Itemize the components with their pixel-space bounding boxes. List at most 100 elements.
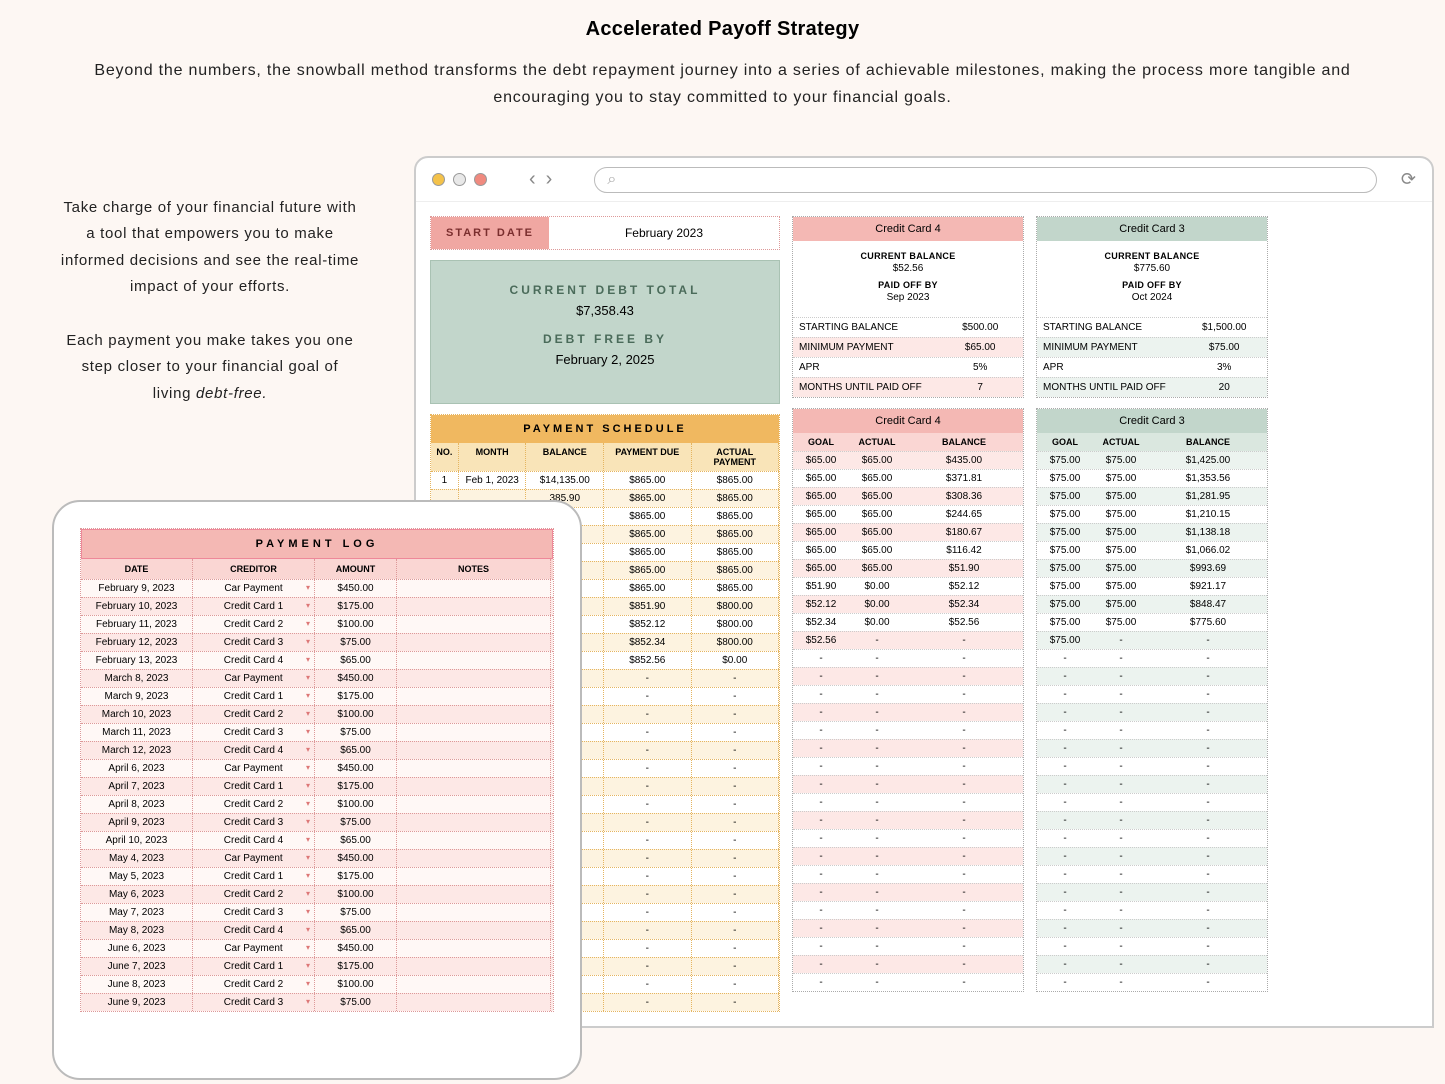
- cell[interactable]: -: [1037, 650, 1093, 667]
- pay-row[interactable]: $65.00$65.00$116.42: [793, 541, 1023, 559]
- log-amount[interactable]: $175.00: [315, 868, 397, 885]
- cell[interactable]: -: [793, 866, 849, 883]
- pay-row[interactable]: ---: [793, 955, 1023, 973]
- cell[interactable]: $65.00: [793, 452, 849, 469]
- cell[interactable]: $865.00: [604, 580, 691, 597]
- pay-row[interactable]: $75.00--: [1037, 631, 1267, 649]
- cell[interactable]: -: [1093, 632, 1149, 649]
- cell[interactable]: -: [849, 722, 905, 739]
- cell[interactable]: $65.00: [849, 470, 905, 487]
- cell[interactable]: -: [1037, 938, 1093, 955]
- pay-row[interactable]: $75.00$75.00$921.17: [1037, 577, 1267, 595]
- log-date[interactable]: February 12, 2023: [81, 634, 193, 651]
- pay-row[interactable]: $65.00$65.00$244.65: [793, 505, 1023, 523]
- cell[interactable]: $993.69: [1149, 560, 1267, 577]
- cell[interactable]: -: [1093, 974, 1149, 991]
- cell[interactable]: -: [793, 794, 849, 811]
- pay-row[interactable]: ---: [1037, 667, 1267, 685]
- log-notes[interactable]: [397, 742, 551, 759]
- log-amount[interactable]: $65.00: [315, 652, 397, 669]
- log-row[interactable]: April 7, 2023Credit Card 1$175.00: [81, 777, 553, 795]
- cell[interactable]: -: [849, 974, 905, 991]
- cell[interactable]: -: [1149, 938, 1267, 955]
- pay-row[interactable]: ---: [1037, 847, 1267, 865]
- pay-row[interactable]: $75.00$75.00$1,066.02: [1037, 541, 1267, 559]
- cell[interactable]: -: [1149, 722, 1267, 739]
- cell[interactable]: -: [849, 686, 905, 703]
- cell[interactable]: -: [905, 794, 1023, 811]
- log-row[interactable]: February 11, 2023Credit Card 2$100.00: [81, 615, 553, 633]
- pay-row[interactable]: $65.00$65.00$308.36: [793, 487, 1023, 505]
- cell[interactable]: $52.56: [793, 632, 849, 649]
- pay-row[interactable]: $65.00$65.00$371.81: [793, 469, 1023, 487]
- cell[interactable]: $865.00: [692, 580, 779, 597]
- cell[interactable]: $852.12: [604, 616, 691, 633]
- log-creditor-select[interactable]: Credit Card 4: [193, 922, 315, 939]
- cell[interactable]: -: [849, 866, 905, 883]
- log-date[interactable]: March 9, 2023: [81, 688, 193, 705]
- pay-row[interactable]: ---: [793, 901, 1023, 919]
- cell[interactable]: -: [1149, 650, 1267, 667]
- log-row[interactable]: March 12, 2023Credit Card 4$65.00: [81, 741, 553, 759]
- pay-row[interactable]: ---: [1037, 757, 1267, 775]
- log-creditor-select[interactable]: Car Payment: [193, 940, 315, 957]
- log-notes[interactable]: [397, 940, 551, 957]
- cell[interactable]: -: [692, 886, 779, 903]
- cell[interactable]: $75.00: [1037, 452, 1093, 469]
- cell[interactable]: -: [793, 758, 849, 775]
- pay-row[interactable]: ---: [1037, 739, 1267, 757]
- pay-row[interactable]: ---: [1037, 901, 1267, 919]
- log-amount[interactable]: $175.00: [315, 598, 397, 615]
- cell[interactable]: -: [692, 904, 779, 921]
- cell[interactable]: -: [905, 974, 1023, 991]
- cell[interactable]: -: [1149, 902, 1267, 919]
- cell[interactable]: -: [1093, 758, 1149, 775]
- pay-row[interactable]: ---: [793, 883, 1023, 901]
- cell[interactable]: -: [793, 902, 849, 919]
- cell[interactable]: -: [1093, 686, 1149, 703]
- cell[interactable]: -: [905, 830, 1023, 847]
- reload-icon[interactable]: ⟳: [1401, 169, 1416, 190]
- log-row[interactable]: April 8, 2023Credit Card 2$100.00: [81, 795, 553, 813]
- cell[interactable]: -: [1149, 776, 1267, 793]
- cell[interactable]: -: [692, 796, 779, 813]
- log-creditor-select[interactable]: Credit Card 4: [193, 742, 315, 759]
- log-date[interactable]: April 7, 2023: [81, 778, 193, 795]
- log-amount[interactable]: $175.00: [315, 778, 397, 795]
- cell[interactable]: -: [692, 742, 779, 759]
- cell[interactable]: -: [604, 976, 691, 993]
- cell[interactable]: -: [604, 850, 691, 867]
- pay-row[interactable]: ---: [1037, 721, 1267, 739]
- cell[interactable]: -: [692, 940, 779, 957]
- cell[interactable]: $848.47: [1149, 596, 1267, 613]
- cell[interactable]: $0.00: [849, 614, 905, 631]
- cell[interactable]: $0.00: [692, 652, 779, 669]
- cell[interactable]: $65.00: [793, 470, 849, 487]
- log-date[interactable]: May 4, 2023: [81, 850, 193, 867]
- cell[interactable]: $65.00: [793, 506, 849, 523]
- cell[interactable]: -: [604, 814, 691, 831]
- log-date[interactable]: March 11, 2023: [81, 724, 193, 741]
- cell[interactable]: -: [1037, 740, 1093, 757]
- cell[interactable]: -: [1037, 776, 1093, 793]
- log-notes[interactable]: [397, 778, 551, 795]
- cell[interactable]: $1,210.15: [1149, 506, 1267, 523]
- cell[interactable]: $75.00: [1093, 542, 1149, 559]
- log-amount[interactable]: $100.00: [315, 796, 397, 813]
- cell[interactable]: $65.00: [849, 452, 905, 469]
- cell[interactable]: -: [604, 670, 691, 687]
- log-creditor-select[interactable]: Credit Card 4: [193, 652, 315, 669]
- cell[interactable]: -: [905, 686, 1023, 703]
- cell[interactable]: $865.00: [604, 544, 691, 561]
- cell[interactable]: -: [1149, 812, 1267, 829]
- log-row[interactable]: April 10, 2023Credit Card 4$65.00: [81, 831, 553, 849]
- cell[interactable]: -: [1149, 830, 1267, 847]
- cell[interactable]: $65.00: [793, 488, 849, 505]
- log-amount[interactable]: $75.00: [315, 994, 397, 1011]
- cell[interactable]: -: [1037, 974, 1093, 991]
- cell[interactable]: $308.36: [905, 488, 1023, 505]
- cell[interactable]: -: [905, 722, 1023, 739]
- pay-row[interactable]: ---: [793, 649, 1023, 667]
- log-row[interactable]: May 7, 2023Credit Card 3$75.00: [81, 903, 553, 921]
- cell[interactable]: $865.00: [692, 472, 779, 489]
